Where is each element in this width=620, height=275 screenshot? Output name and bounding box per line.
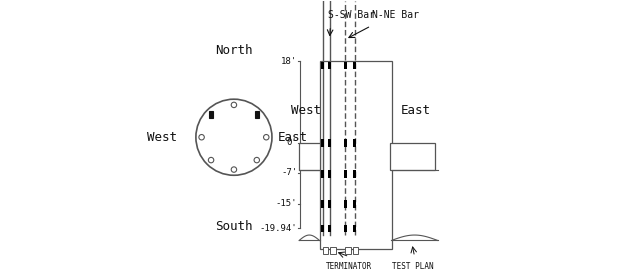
- Text: TEST PLAN: TEST PLAN: [392, 262, 434, 271]
- Bar: [344, 139, 347, 147]
- Text: S-SW Bar: S-SW Bar: [327, 10, 374, 20]
- Bar: [344, 200, 347, 208]
- Text: -7': -7': [281, 168, 297, 177]
- Bar: [345, 247, 351, 254]
- Bar: [328, 200, 331, 208]
- Bar: [321, 170, 324, 178]
- Text: North: North: [215, 44, 253, 57]
- Text: 0': 0': [286, 138, 297, 147]
- Bar: [353, 170, 356, 178]
- Bar: [353, 62, 356, 69]
- Bar: [321, 200, 324, 208]
- Text: -19.94': -19.94': [260, 224, 297, 233]
- Bar: [321, 139, 324, 147]
- Bar: [390, 143, 435, 170]
- Bar: [255, 111, 259, 118]
- Text: N-NE Bar: N-NE Bar: [373, 10, 420, 20]
- Bar: [353, 225, 356, 232]
- Text: 18': 18': [281, 57, 297, 66]
- Bar: [299, 143, 319, 170]
- Bar: [353, 200, 356, 208]
- Text: TERMINATOR: TERMINATOR: [326, 262, 373, 271]
- Text: South: South: [215, 220, 253, 233]
- Text: East: East: [277, 131, 308, 144]
- Bar: [330, 247, 335, 254]
- Bar: [328, 62, 331, 69]
- Bar: [344, 170, 347, 178]
- Bar: [321, 62, 324, 69]
- Text: -15': -15': [276, 199, 297, 208]
- Bar: [321, 225, 324, 232]
- Bar: [328, 139, 331, 147]
- Bar: [344, 225, 347, 232]
- Bar: [209, 111, 213, 118]
- Bar: [323, 247, 328, 254]
- Text: West: West: [147, 131, 177, 144]
- Text: East: East: [401, 104, 431, 117]
- Bar: [344, 62, 347, 69]
- Text: West: West: [291, 104, 321, 117]
- Bar: [353, 139, 356, 147]
- Bar: [353, 247, 358, 254]
- Bar: [319, 61, 391, 249]
- Bar: [328, 170, 331, 178]
- Bar: [328, 225, 331, 232]
